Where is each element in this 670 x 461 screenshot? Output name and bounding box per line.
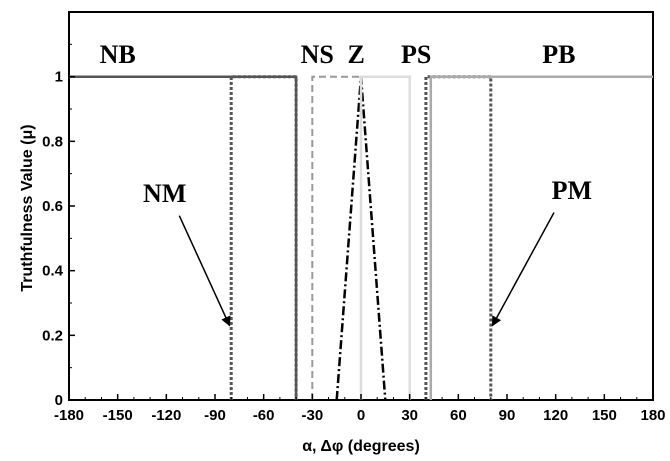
series-nm [229, 75, 298, 400]
label-pb: PB [542, 40, 575, 69]
x-tick-label: 180 [640, 407, 665, 424]
x-tick-label: -120 [151, 407, 181, 424]
x-tick-label: 0 [357, 407, 365, 424]
y-tick-label: 1 [55, 69, 63, 86]
x-tick-label: 120 [543, 407, 568, 424]
x-tick-label: 60 [450, 407, 467, 424]
label-nm: NM [143, 179, 186, 208]
label-nb: NB [100, 40, 136, 69]
x-tick-label: 90 [499, 407, 516, 424]
x-tick-label: -180 [54, 407, 84, 424]
y-tick-label: 0.6 [42, 198, 63, 215]
arrow-layer [178, 212, 555, 327]
arrow-nm [178, 215, 231, 327]
x-tick-label: -90 [204, 407, 226, 424]
axis-layer: -180 -150 -120 -90 -60 -30 0 30 60 90 120 150 180 0 0.… [42, 43, 666, 424]
x-tick-label: 30 [401, 407, 418, 424]
series-layer [69, 75, 653, 401]
x-tick-label: 150 [592, 407, 617, 424]
y-tick-label: 0.8 [42, 133, 63, 150]
y-axis-title: Truthfulness Value (μ) [19, 124, 36, 291]
x-tick-label: -60 [253, 407, 275, 424]
x-tick-label: -150 [103, 407, 133, 424]
arrow-pm [491, 212, 555, 327]
label-layer: NB NS Z PS PB NM PM [100, 40, 592, 208]
y-tick-label: 0.4 [42, 263, 64, 280]
label-z: Z [347, 40, 364, 69]
y-tick-label: 0.2 [42, 327, 63, 344]
series-pb [429, 75, 653, 400]
x-axis-title: α, Δφ (degrees) [302, 438, 420, 455]
label-ns: NS [301, 40, 334, 69]
label-ps: PS [401, 40, 431, 69]
series-ps [359, 75, 411, 400]
y-tick-label: 0 [55, 392, 63, 409]
series-pm [424, 75, 493, 400]
series-ns [311, 75, 362, 400]
series-nb [69, 75, 298, 400]
label-pm: PM [552, 176, 592, 205]
x-tick-label: -30 [301, 407, 323, 424]
